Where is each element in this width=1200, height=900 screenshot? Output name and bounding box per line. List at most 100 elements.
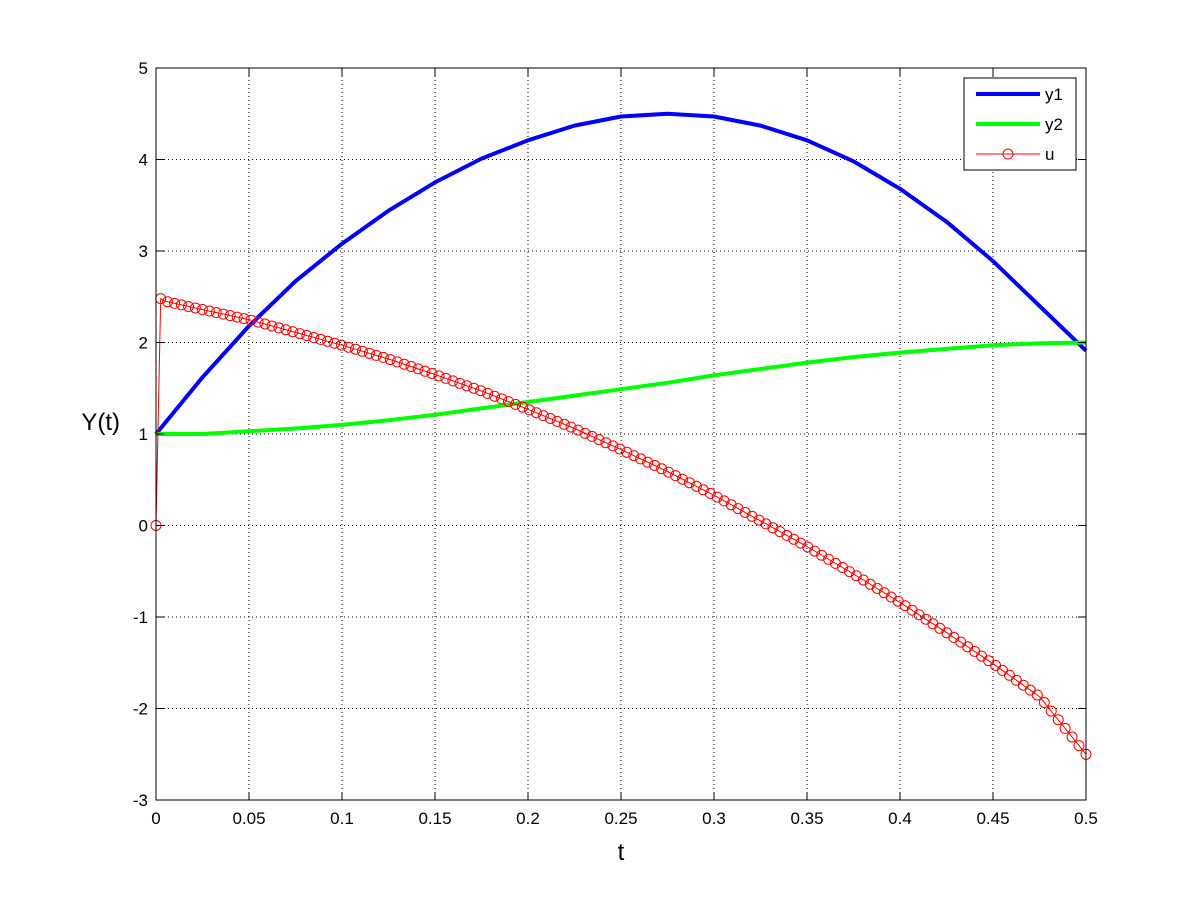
series-point-u xyxy=(537,410,549,422)
series-point-u xyxy=(391,356,403,368)
series-point-u xyxy=(203,305,215,317)
series-point-u xyxy=(767,522,779,534)
series-point-u xyxy=(656,463,668,475)
series-point-u xyxy=(711,491,723,503)
series-point-u xyxy=(169,297,181,309)
series-point-u xyxy=(196,304,208,315)
series-point-u xyxy=(1031,689,1043,701)
series-point-u xyxy=(572,424,584,436)
series-point-u xyxy=(433,370,445,382)
series-point-u xyxy=(210,307,222,318)
series-point-u xyxy=(725,499,737,511)
series-point-u xyxy=(1052,714,1064,726)
legend-label-u: u xyxy=(1045,145,1054,164)
series-point-u xyxy=(336,339,347,351)
x-tick-labels: 0 0.05 0.1 0.15 0.2 0.25 0.3 0.35 0.4 0.45 0.5 xyxy=(151,809,1098,828)
series-point-u xyxy=(718,495,730,507)
x-tick-label: 0.25 xyxy=(604,809,637,828)
series-point-u xyxy=(475,385,487,397)
series-point-u xyxy=(176,299,187,311)
series-point-u xyxy=(356,345,368,357)
series-point-u xyxy=(350,343,361,355)
series-point-u xyxy=(510,398,521,410)
series-point-u xyxy=(440,372,452,384)
series-point-u xyxy=(162,296,174,308)
series-point-u xyxy=(558,418,570,430)
series-point-u xyxy=(468,382,480,394)
series-point-u xyxy=(1066,731,1078,743)
series-point-u xyxy=(586,430,598,442)
series-line-u xyxy=(155,298,1087,755)
series-point-u xyxy=(419,365,431,377)
series-point-u xyxy=(1059,722,1071,734)
y-axis-label: Y(t) xyxy=(81,409,120,436)
series-point-u xyxy=(259,318,271,330)
series-point-u xyxy=(774,526,786,538)
axis-ticks xyxy=(155,67,1087,801)
series-point-u xyxy=(405,361,417,372)
x-tick-label: 0 xyxy=(151,809,160,828)
y-tick-labels: -3 -2 -1 0 1 2 3 4 5 xyxy=(133,59,148,810)
series-point-u xyxy=(683,477,695,489)
series-point-u xyxy=(781,529,793,541)
series-line-y2 xyxy=(156,340,1087,436)
series-point-u xyxy=(363,347,375,359)
series-point-u xyxy=(621,446,633,458)
series-point-u xyxy=(697,484,709,496)
series-point-u xyxy=(670,470,681,482)
x-tick-label: 0.1 xyxy=(330,809,354,828)
series-line-y1 xyxy=(154,111,1088,436)
series-point-u xyxy=(343,341,354,353)
series-point-u xyxy=(217,308,229,320)
series-point-u xyxy=(635,453,647,465)
x-axis-label: t xyxy=(618,839,625,866)
series-point-u xyxy=(245,314,257,326)
series-point-u xyxy=(496,393,508,405)
series-point-u xyxy=(252,316,264,328)
series-point-u xyxy=(294,328,306,340)
legend-label-y2: y2 xyxy=(1045,115,1063,134)
series-point-u xyxy=(593,434,605,446)
series-point-u xyxy=(690,480,702,492)
series-point-u xyxy=(231,311,243,323)
series-point-u xyxy=(315,333,327,345)
y-tick-label: 0 xyxy=(139,517,148,536)
series-point-u xyxy=(426,368,438,379)
series-point-u xyxy=(398,358,410,370)
series-point-u xyxy=(795,537,807,549)
x-tick-label: 0.4 xyxy=(888,809,912,828)
series-point-u xyxy=(189,302,201,314)
y-tick-label: -1 xyxy=(133,608,148,627)
series-point-u xyxy=(412,363,424,375)
y-tick-label: 3 xyxy=(139,242,148,261)
series-point-u xyxy=(530,407,542,419)
legend-marker-u xyxy=(1002,148,1014,160)
series-point-u xyxy=(516,401,528,413)
series-point-u xyxy=(746,510,758,522)
series-point-u xyxy=(461,380,473,392)
grid-lines xyxy=(156,68,1086,800)
series-point-u xyxy=(704,487,716,499)
series-point-u xyxy=(280,324,292,336)
series-point-u xyxy=(377,351,389,363)
series-point-u xyxy=(447,375,459,387)
x-tick-label: 0.2 xyxy=(516,809,540,828)
y-tick-label: 2 xyxy=(139,334,148,353)
series-point-u xyxy=(482,387,494,399)
y-tick-label: -3 xyxy=(133,791,148,810)
y-tick-label: 5 xyxy=(139,59,148,78)
series-point-u xyxy=(1073,740,1085,752)
series-point-u xyxy=(551,415,563,427)
legend-label-y1: y1 xyxy=(1045,85,1063,104)
y-tick-label: 1 xyxy=(139,425,148,444)
series-point-u xyxy=(224,310,236,322)
y-tick-label: -2 xyxy=(133,700,148,719)
series-point-u xyxy=(544,413,556,424)
series-point-u xyxy=(649,459,661,471)
series-point-u xyxy=(273,322,285,334)
series-point-u xyxy=(523,404,535,416)
series-point-u xyxy=(579,427,591,439)
x-tick-label: 0.45 xyxy=(976,809,1009,828)
series-point-u xyxy=(760,518,772,530)
series-point-u xyxy=(266,320,278,332)
